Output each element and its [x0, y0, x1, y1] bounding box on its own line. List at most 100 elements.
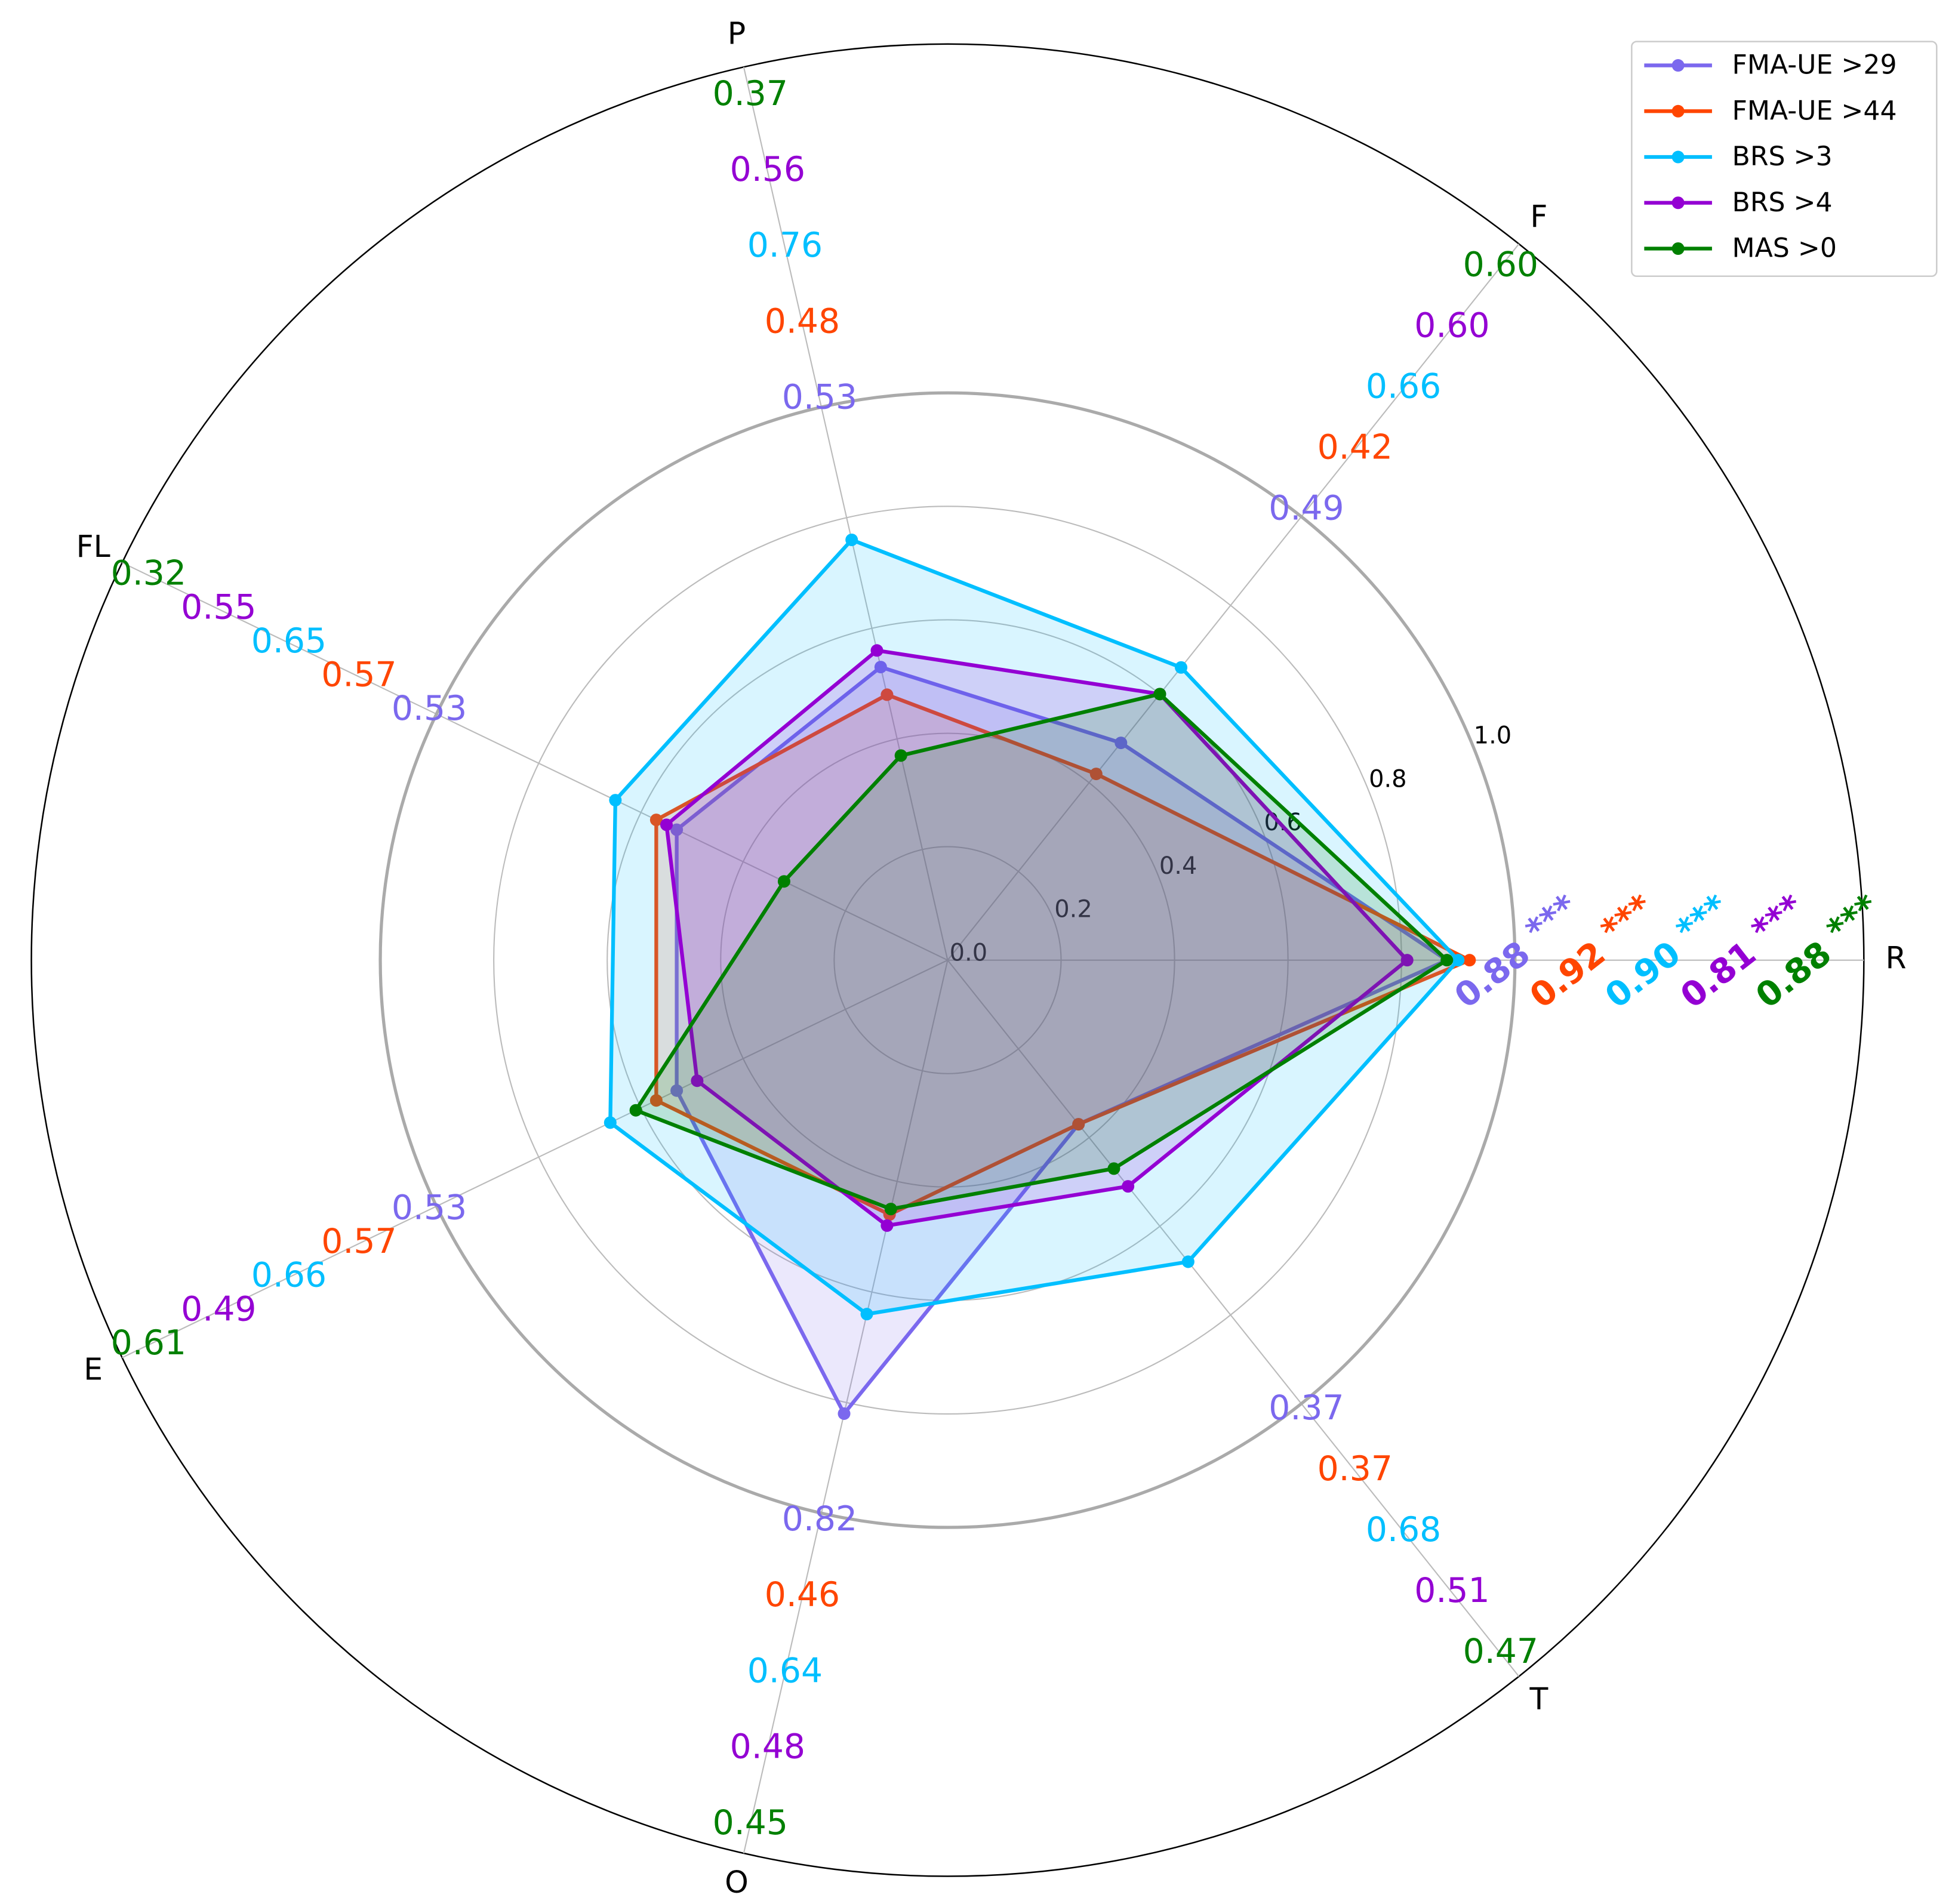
series-area	[664, 648, 1410, 1228]
category-label: R	[1885, 940, 1906, 975]
value-label: 0.48	[730, 1727, 805, 1767]
legend-label: BRS >4	[1732, 187, 1833, 218]
category-label: FL	[76, 529, 110, 564]
legend-label: FMA-UE >29	[1732, 50, 1897, 81]
series-area	[608, 537, 1461, 1316]
data-point	[884, 1203, 897, 1216]
data-point	[670, 1084, 684, 1097]
value-label: 0.66	[251, 1256, 327, 1295]
legend-marker	[1671, 242, 1685, 255]
data-point	[1153, 688, 1166, 701]
data-point	[1175, 661, 1188, 674]
data-point	[838, 1407, 851, 1420]
value-label: 0.66	[1366, 367, 1441, 406]
value-label: 0.46	[765, 1575, 840, 1615]
data-point	[1115, 737, 1128, 750]
value-label: 0.57	[321, 1222, 396, 1261]
data-point	[870, 644, 883, 657]
data-point	[604, 1116, 617, 1129]
spoke	[743, 960, 949, 1854]
data-point	[894, 749, 907, 762]
value-label: 0.64	[747, 1651, 823, 1690]
data-point	[1107, 1162, 1120, 1175]
value-label: 0.53	[782, 378, 857, 417]
value-label: 0.60	[1414, 306, 1489, 346]
series-area	[654, 692, 1474, 1217]
series-area	[633, 692, 1450, 1211]
data-point	[1122, 1180, 1135, 1193]
legend-marker	[1671, 104, 1685, 118]
data-point	[881, 688, 894, 701]
value-label: 0.42	[1317, 428, 1393, 467]
category-label: T	[1529, 1681, 1548, 1717]
legend-label: BRS >3	[1732, 141, 1833, 172]
value-label: 0.88	[1447, 933, 1537, 1016]
value-label: 0.53	[392, 1188, 467, 1228]
r-tick-label: 1.0	[1474, 722, 1512, 750]
data-point	[1400, 954, 1414, 967]
value-label: 0.45	[713, 1803, 788, 1843]
category-label: P	[728, 16, 746, 51]
value-label: 0.56	[730, 150, 805, 189]
category-label: E	[84, 1351, 103, 1387]
value-label: 0.49	[1269, 489, 1344, 528]
legend-label: FMA-UE >44	[1732, 95, 1897, 126]
value-label: 0.53	[392, 689, 467, 728]
significance-label: ***	[1744, 886, 1811, 950]
value-label: 0.37	[713, 74, 788, 113]
r-tick-label: 0.0	[950, 939, 988, 966]
data-point	[860, 1308, 873, 1321]
data-point	[1072, 1118, 1085, 1131]
significance-label: ***	[1820, 886, 1886, 950]
value-label: 0.90	[1598, 933, 1688, 1016]
spoke	[947, 960, 1520, 1677]
value-label: 0.88	[1748, 933, 1839, 1016]
significance-label: ***	[1594, 886, 1660, 950]
data-point	[660, 818, 673, 831]
significance-label: ***	[1518, 886, 1584, 950]
data-point	[670, 823, 684, 836]
data-point	[1463, 954, 1476, 967]
value-label: 0.47	[1463, 1632, 1538, 1671]
legend-marker	[1671, 59, 1685, 72]
significance-label: ***	[1669, 886, 1735, 950]
r-tick-label: 0.4	[1159, 852, 1197, 880]
legend-label: MAS >0	[1732, 233, 1837, 264]
value-label: 0.92	[1523, 933, 1613, 1016]
legend-box	[1631, 41, 1938, 278]
value-label: 0.57	[321, 655, 396, 694]
value-label: 0.48	[765, 301, 840, 341]
data-point	[1181, 1255, 1194, 1268]
legend: FMA-UE >29 FMA-UE >44 BRS >3 BRS >4 MAS >0	[1631, 41, 1938, 278]
data-point	[629, 1104, 642, 1117]
data-point	[881, 1219, 894, 1232]
value-label: 0.55	[181, 587, 256, 627]
value-label: 0.68	[1366, 1510, 1441, 1549]
category-label: O	[725, 1865, 749, 1900]
value-label: 0.76	[747, 226, 823, 265]
spoke	[947, 244, 1520, 961]
r-tick-label: 0.8	[1369, 765, 1407, 793]
data-point	[874, 661, 887, 674]
value-label: 0.37	[1317, 1449, 1393, 1489]
spoke	[743, 67, 949, 960]
legend-marker	[1671, 150, 1685, 164]
data-point	[609, 794, 622, 807]
data-point	[691, 1074, 704, 1087]
value-label: 0.51	[1414, 1571, 1489, 1610]
data-point	[845, 533, 858, 546]
legend-marker	[1671, 196, 1685, 209]
value-label: 0.37	[1269, 1388, 1344, 1428]
grid-circle	[378, 391, 1517, 1529]
value-label: 0.60	[1463, 245, 1538, 285]
value-label: 0.65	[251, 621, 327, 661]
data-point	[1452, 954, 1465, 967]
value-label: 0.32	[111, 554, 186, 593]
data-point	[649, 1094, 663, 1107]
data-point	[1440, 954, 1454, 967]
data-point	[649, 814, 663, 827]
category-label: F	[1530, 199, 1547, 234]
spoke	[122, 562, 948, 961]
